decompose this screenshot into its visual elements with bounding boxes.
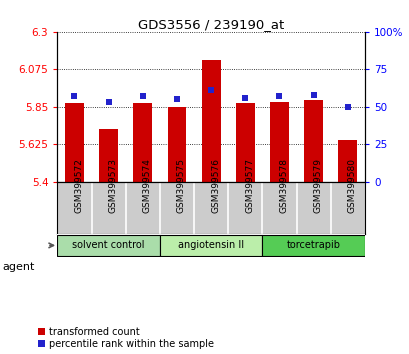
Point: [276, 93, 282, 99]
Legend: transformed count, percentile rank within the sample: transformed count, percentile rank withi…: [38, 327, 214, 349]
Text: GSM399572: GSM399572: [74, 158, 83, 213]
Bar: [303, 99, 322, 182]
FancyBboxPatch shape: [262, 235, 364, 256]
Bar: [133, 103, 152, 182]
Text: agent: agent: [2, 262, 34, 272]
Point: [207, 87, 214, 93]
Point: [173, 96, 180, 102]
Bar: [235, 103, 254, 182]
Text: GSM399573: GSM399573: [108, 158, 117, 213]
Text: GSM399576: GSM399576: [211, 158, 220, 213]
Text: GSM399574: GSM399574: [142, 158, 151, 213]
Point: [344, 104, 350, 110]
Text: angiotensin II: angiotensin II: [178, 240, 244, 250]
Point: [139, 93, 146, 99]
Point: [105, 99, 112, 105]
Text: GSM399580: GSM399580: [347, 158, 356, 213]
Bar: [270, 102, 288, 182]
Text: GSM399575: GSM399575: [177, 158, 186, 213]
Point: [241, 95, 248, 101]
Bar: [337, 141, 356, 182]
Text: GSM399577: GSM399577: [245, 158, 254, 213]
Point: [71, 93, 78, 99]
FancyBboxPatch shape: [160, 235, 262, 256]
Text: GSM399579: GSM399579: [313, 158, 322, 213]
Bar: [99, 129, 118, 182]
Bar: [65, 103, 84, 182]
FancyBboxPatch shape: [57, 235, 160, 256]
Point: [310, 92, 316, 98]
Bar: [201, 60, 220, 182]
Text: GSM399578: GSM399578: [279, 158, 288, 213]
Text: solvent control: solvent control: [72, 240, 144, 250]
Title: GDS3556 / 239190_at: GDS3556 / 239190_at: [138, 18, 283, 31]
Bar: [167, 107, 186, 182]
Text: torcetrapib: torcetrapib: [286, 240, 340, 250]
